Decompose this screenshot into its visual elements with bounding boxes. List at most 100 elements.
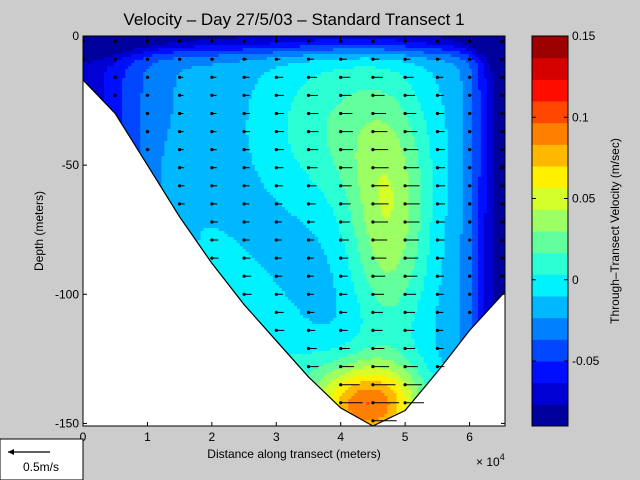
field-cell bbox=[266, 72, 271, 76]
field-cell bbox=[263, 63, 268, 67]
field-cell bbox=[297, 363, 301, 367]
field-cell bbox=[266, 216, 271, 220]
field-cell bbox=[215, 66, 220, 70]
field-cell bbox=[300, 366, 304, 370]
field-cell bbox=[185, 111, 190, 115]
field-cell bbox=[89, 69, 93, 73]
field-cell bbox=[110, 45, 114, 49]
field-cell bbox=[272, 228, 277, 232]
field-cell bbox=[290, 282, 295, 286]
field-cell bbox=[200, 207, 205, 211]
field-cell bbox=[182, 135, 187, 139]
field-cell bbox=[269, 60, 274, 64]
field-cell bbox=[300, 225, 304, 229]
field-cell bbox=[212, 231, 217, 235]
field-cell bbox=[194, 150, 199, 154]
field-cell bbox=[128, 48, 132, 52]
field-cell bbox=[278, 174, 283, 178]
field-cell bbox=[206, 120, 211, 124]
field-cell bbox=[300, 363, 304, 367]
field-cell bbox=[269, 327, 274, 331]
field-cell bbox=[83, 48, 87, 52]
field-cell bbox=[203, 168, 208, 172]
field-cell bbox=[197, 225, 202, 229]
field-cell bbox=[107, 36, 111, 40]
field-cell bbox=[284, 132, 289, 136]
field-cell bbox=[266, 183, 271, 187]
field-cell bbox=[287, 318, 292, 322]
field-cell bbox=[257, 69, 262, 73]
field-cell bbox=[278, 255, 283, 259]
field-cell bbox=[254, 66, 259, 70]
field-cell bbox=[122, 51, 126, 55]
field-cell bbox=[155, 162, 159, 166]
field-cell bbox=[194, 168, 199, 172]
field-cell bbox=[188, 138, 193, 142]
field-cell bbox=[290, 198, 295, 202]
field-cell bbox=[167, 93, 172, 97]
field-cell bbox=[134, 102, 138, 106]
field-cell bbox=[206, 246, 211, 250]
field-cell bbox=[140, 93, 144, 97]
field-cell bbox=[290, 243, 295, 247]
field-cell bbox=[161, 63, 165, 67]
field-cell bbox=[275, 270, 280, 274]
field-cell bbox=[128, 75, 132, 79]
field-cell bbox=[300, 54, 304, 58]
field-cell bbox=[143, 84, 147, 88]
field-cell bbox=[206, 75, 211, 79]
field-cell bbox=[218, 267, 223, 271]
field-cell bbox=[272, 288, 277, 292]
field-cell bbox=[233, 267, 238, 271]
field-cell bbox=[290, 249, 295, 253]
field-cell bbox=[188, 129, 193, 133]
field-cell bbox=[236, 210, 241, 214]
field-cell bbox=[230, 171, 235, 175]
field-cell bbox=[89, 36, 93, 40]
field-cell bbox=[179, 90, 184, 94]
field-cell bbox=[245, 123, 250, 127]
field-cell bbox=[137, 114, 141, 118]
field-cell bbox=[215, 138, 220, 142]
field-cell bbox=[137, 120, 141, 124]
field-cell bbox=[269, 63, 274, 67]
field-cell bbox=[140, 42, 144, 46]
field-cell bbox=[281, 186, 286, 190]
field-cell bbox=[98, 75, 102, 79]
field-cell bbox=[110, 63, 114, 67]
field-cell bbox=[92, 57, 96, 61]
field-cell bbox=[284, 246, 289, 250]
field-cell bbox=[215, 204, 220, 208]
field-cell bbox=[179, 117, 184, 121]
field-cell bbox=[221, 96, 226, 100]
field-cell bbox=[287, 333, 292, 337]
field-cell bbox=[297, 66, 301, 70]
field-cell bbox=[149, 165, 153, 169]
field-cell bbox=[281, 312, 286, 316]
field-cell bbox=[248, 303, 253, 307]
field-cell bbox=[215, 210, 220, 214]
field-cell bbox=[128, 69, 132, 73]
field-cell bbox=[257, 240, 262, 244]
field-cell bbox=[290, 225, 295, 229]
field-cell bbox=[281, 195, 286, 199]
field-cell bbox=[269, 48, 274, 52]
field-cell bbox=[239, 276, 244, 280]
field-cell bbox=[300, 279, 304, 283]
field-cell bbox=[224, 237, 229, 241]
field-cell bbox=[161, 54, 165, 58]
field-cell bbox=[230, 156, 235, 160]
field-cell bbox=[113, 99, 117, 103]
field-cell bbox=[131, 129, 135, 133]
field-cell bbox=[200, 216, 205, 220]
field-cell bbox=[275, 297, 280, 301]
field-cell bbox=[167, 90, 172, 94]
field-cell bbox=[143, 51, 147, 55]
field-cell bbox=[179, 216, 184, 220]
field-cell bbox=[185, 201, 190, 205]
field-cell bbox=[200, 57, 205, 61]
field-cell bbox=[290, 237, 295, 241]
field-cell bbox=[257, 249, 262, 253]
field-cell bbox=[152, 126, 156, 130]
field-cell bbox=[248, 228, 253, 232]
